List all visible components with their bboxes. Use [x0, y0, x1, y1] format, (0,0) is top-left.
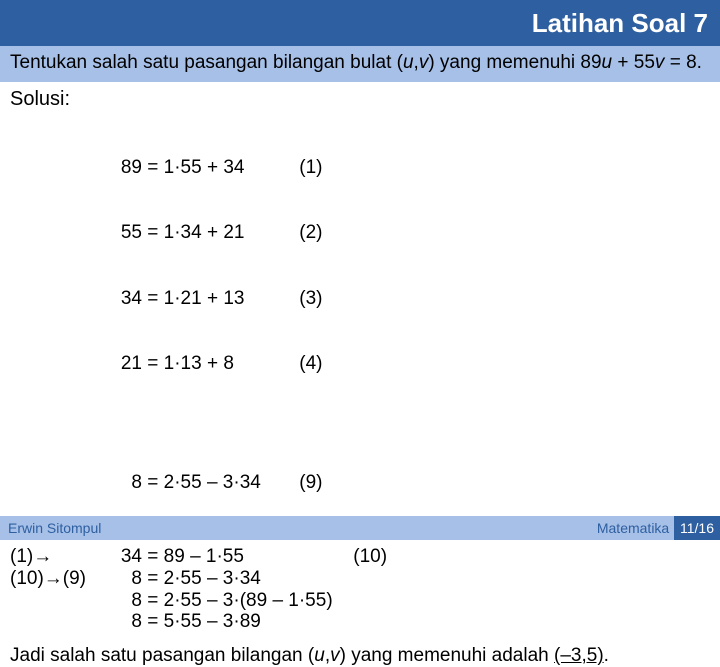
- eq-row: 8 = 2·55 – 3·(89 – 1·55): [10, 590, 710, 612]
- eq-row: 55 = 1·34 + 21(2): [106, 222, 710, 244]
- solution-heading: Solusi:: [10, 88, 710, 111]
- problem-statement: Tentukan salah satu pasangan bilangan bu…: [0, 46, 720, 82]
- euclid-steps: 89 = 1·55 + 34(1) 55 = 1·34 + 21(2) 34 =…: [106, 113, 710, 538]
- var-v2: v: [655, 52, 665, 73]
- eq-row: (10)→(9)8 = 2·55 – 3·34: [10, 568, 710, 590]
- var-v: v: [419, 52, 429, 73]
- var-u2: u: [602, 52, 613, 73]
- concl-v: v: [330, 645, 340, 666]
- eq-row: 8 = 5·55 – 3·89: [10, 611, 710, 633]
- var-u: u: [403, 52, 414, 73]
- footer-bar: Erwin Sitompul Matematika Diskrit: [0, 516, 720, 540]
- page-number: 11/16: [674, 516, 720, 540]
- eq-row: 34 = 1·21 + 13(3): [106, 288, 710, 310]
- eq-row: 89 = 1·55 + 34(1): [106, 157, 710, 179]
- concl-mid: ) yang memenuhi adalah: [340, 645, 554, 666]
- back-substitution: (1)→34 = 89 – 1·55(10) (10)→(9)8 = 2·55 …: [10, 546, 710, 633]
- problem-text-2: ) yang memenuhi 89: [428, 52, 601, 73]
- concl-dot: .: [604, 645, 609, 666]
- content-area: Solusi: 89 = 1·55 + 34(1) 55 = 1·34 + 21…: [0, 82, 720, 667]
- problem-text-1: Tentukan salah satu pasangan bilangan bu…: [10, 52, 403, 73]
- slide-title: Latihan Soal 7: [532, 8, 708, 39]
- concl-u: u: [314, 645, 325, 666]
- problem-end: = 8.: [664, 52, 702, 73]
- concl-answer: (–3,5): [554, 645, 604, 666]
- problem-plus: + 55: [612, 52, 655, 73]
- eq-row: 21 = 1·13 + 8(4): [106, 353, 710, 375]
- concl-pre: Jadi salah satu pasangan bilangan (: [10, 645, 314, 666]
- footer-author: Erwin Sitompul: [8, 520, 597, 536]
- eq-row: 8 = 2·55 – 3·34(9): [106, 472, 710, 494]
- eq-row: (1)→34 = 89 – 1·55(10): [10, 546, 710, 568]
- conclusion: Jadi salah satu pasangan bilangan (u,v) …: [10, 645, 710, 667]
- title-bar: Latihan Soal 7: [0, 0, 720, 46]
